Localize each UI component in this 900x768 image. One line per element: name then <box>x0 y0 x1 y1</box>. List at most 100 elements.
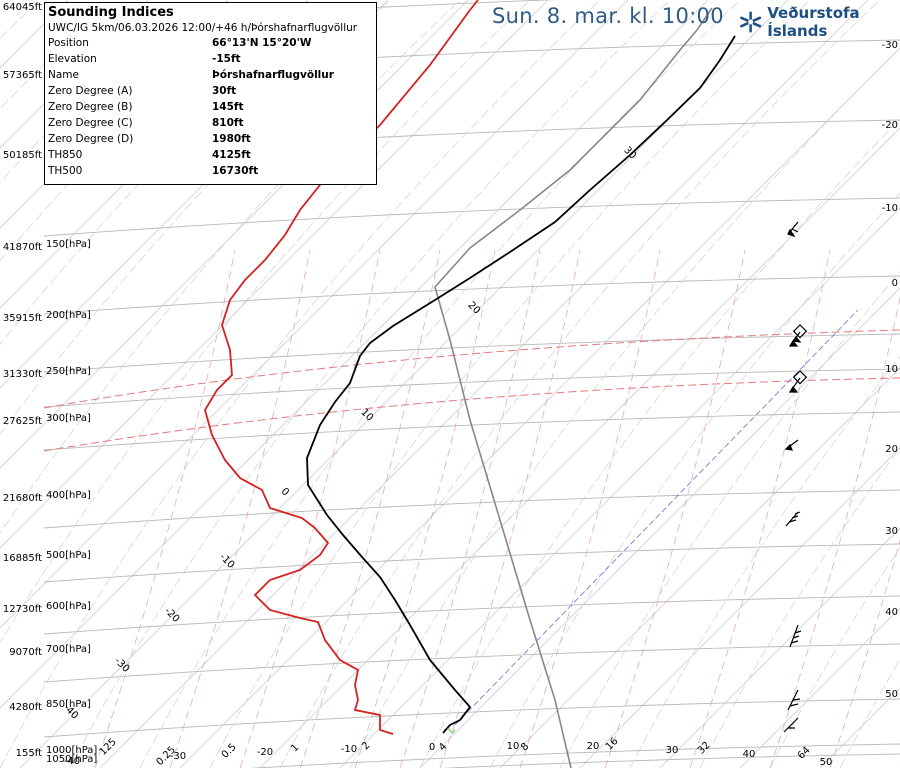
mixing-ratio-label: 16 <box>604 736 621 753</box>
temperature-profile <box>204 0 479 735</box>
dry-adiabat-line <box>0 0 531 644</box>
right-temp-label: 30 <box>885 526 898 537</box>
bottom-temp-label: -20 <box>257 747 273 758</box>
indices-value: 4125ft <box>212 149 251 161</box>
right-temp-label: 10 <box>885 364 898 375</box>
pressure-label: 1000[hPa] <box>46 745 97 756</box>
logo: Veðurstofa Íslands <box>738 4 900 40</box>
dry-adiabat-line <box>0 0 601 768</box>
lcl-guide <box>454 309 859 726</box>
mixing-ratio-label: 8 <box>519 741 531 753</box>
right-temp-label: 0 <box>892 278 898 289</box>
dry-adiabat-line <box>209 0 811 768</box>
indices-row: Elevation -15ft <box>48 51 334 67</box>
indices-row: Name Þórshafnarflugvöllur <box>48 67 334 83</box>
pressure-labels: 41870ft 150[hPa] 35915ft 200[hPa] 31330ft 250… <box>3 239 97 765</box>
dry-adiabat-line <box>629 356 900 768</box>
indices-title: Sounding Indices <box>48 5 174 20</box>
indices-row: Zero Degree (B) 145ft <box>48 99 334 115</box>
wind-barb <box>788 324 808 347</box>
wind-barb <box>785 511 801 527</box>
isobar-line <box>43 333 900 373</box>
mixing-ratio-line <box>354 249 496 768</box>
pressure-label: 850[hPa] <box>46 699 91 710</box>
bottom-temp-label: 20 <box>587 741 600 752</box>
dry-adiabat-line <box>139 0 741 768</box>
dry-adiabat-line <box>489 192 900 768</box>
indices-key: TH500 <box>48 165 83 177</box>
pressure-label: 200[hPa] <box>46 310 91 321</box>
dry-adiabat-line <box>559 271 900 768</box>
indices-row: TH850 4125ft <box>48 147 334 163</box>
pressure-label: 250[hPa] <box>46 366 91 377</box>
dry-adiabat-line <box>839 658 900 768</box>
isotherm-line <box>739 607 900 768</box>
indices-key: Zero Degree (D) <box>48 133 134 145</box>
dry-adiabat-line <box>769 547 900 768</box>
height-label: 21680ft <box>3 493 42 504</box>
indices-key: Position <box>48 37 89 49</box>
indices-value: 810ft <box>212 117 244 129</box>
adiabat-label: -30 <box>112 656 131 675</box>
dry-adiabat-line <box>279 0 881 768</box>
isotherm-line <box>19 0 789 768</box>
adiabat-label: 20 <box>465 300 482 317</box>
isobar-line <box>43 197 900 237</box>
height-label: 4280ft <box>9 702 42 713</box>
mixing-ratio-label: 4 <box>437 741 449 753</box>
mixing-ratio-line <box>399 249 541 768</box>
indices-row: Position 66°13'N 15°20'W <box>48 35 334 51</box>
isobar-line <box>43 411 900 451</box>
isotherm-line <box>0 0 629 629</box>
indices-subtitle: UWC/IG 5km/06.03.2026 12:00/+46 h/Þórsha… <box>48 22 358 34</box>
dry-adiabat-line <box>349 47 900 768</box>
mixing-ratio-label: 1 <box>289 742 301 754</box>
indices-key: TH850 <box>48 149 83 161</box>
pressure-label: 500[hPa] <box>46 550 91 561</box>
bottom-temp-labels: -40 -30 -20 -10 0 10 20 30 40 50 <box>64 741 833 768</box>
indices-key: Zero Degree (A) <box>48 85 133 97</box>
bottom-temp-label: -30 <box>170 751 186 762</box>
adiabat-label: 0 <box>279 486 291 498</box>
indices-value: 66°13'N 15°20'W <box>212 37 312 49</box>
indices-value: -15ft <box>212 53 241 65</box>
indices-row: Zero Degree (C) 810ft <box>48 115 334 131</box>
top-height-labels: 64045ft 57365ft 50185ft <box>3 2 42 161</box>
snowflake-icon <box>740 11 762 33</box>
isobar-line <box>248 743 900 768</box>
mixing-ratio-line <box>169 249 311 768</box>
height-label: 35915ft <box>3 313 42 324</box>
mixing-ratio-line <box>299 249 441 768</box>
height-label: 64045ft <box>3 2 42 13</box>
mixing-ratio-line <box>439 249 581 768</box>
indices-table: Position 66°13'N 15°20'W Elevation -15ft Nam… <box>48 35 334 179</box>
adiabat-label: -20 <box>162 606 181 625</box>
pressure-label: 150[hPa] <box>46 239 91 250</box>
height-label: 12730ft <box>3 604 42 615</box>
pressure-label: 600[hPa] <box>46 601 91 612</box>
right-temp-label: 40 <box>885 607 898 618</box>
right-temp-label: 50 <box>885 689 898 700</box>
isobar-line <box>43 489 900 529</box>
indices-row: TH500 16730ft <box>48 163 334 179</box>
dry-adiabat-line <box>419 118 900 768</box>
dry-adiabat-line <box>69 0 671 768</box>
bottom-temp-label: -10 <box>341 744 357 755</box>
isotherm-line <box>579 447 900 768</box>
indices-value: 16730ft <box>212 165 259 177</box>
mixing-ratio-label: 2 <box>360 740 372 752</box>
isotherm-line <box>259 127 900 768</box>
isobar-line <box>43 643 900 683</box>
mixing-ratio-label: 0.5 <box>220 742 239 761</box>
logo-text: Veðurstofa Íslands <box>767 4 860 40</box>
isobar-line <box>43 543 900 583</box>
isotherm-line <box>0 0 709 709</box>
mixing-ratio-line <box>519 249 661 768</box>
right-temp-label: 20 <box>885 444 898 455</box>
isotherm-line <box>659 527 900 768</box>
mixing-ratio-line <box>604 249 746 768</box>
wind-barb <box>788 370 808 393</box>
mixing-ratio-label: 125 <box>98 737 119 758</box>
